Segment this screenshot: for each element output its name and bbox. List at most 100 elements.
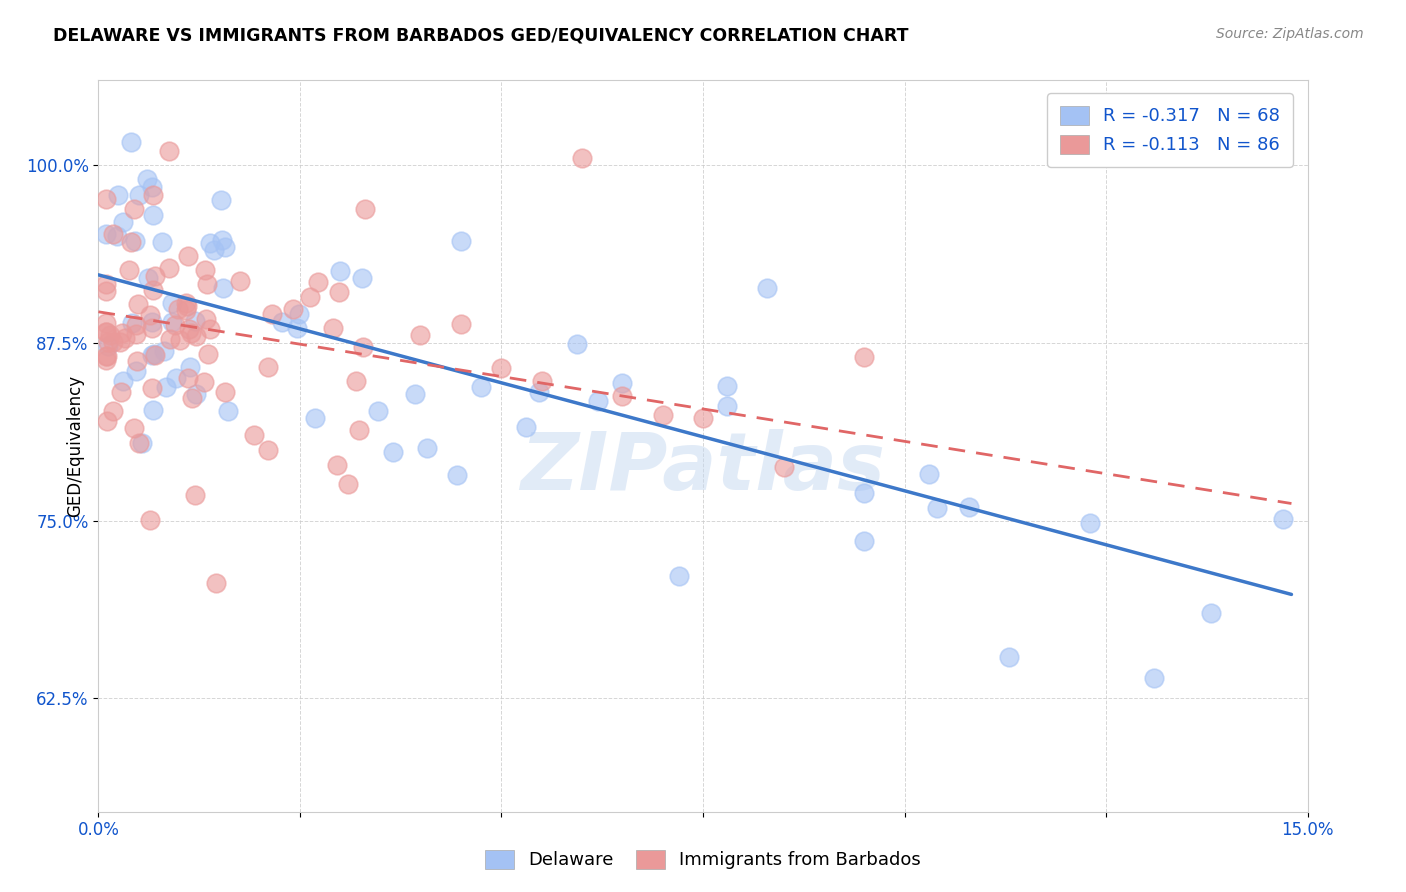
Point — [354, 202, 377, 216]
Point — [112, 215, 135, 229]
Point — [193, 375, 215, 389]
Point — [571, 152, 593, 166]
Point — [110, 384, 132, 399]
Point — [352, 340, 374, 354]
Point — [108, 334, 131, 349]
Point — [205, 576, 228, 591]
Point — [304, 411, 326, 425]
Point — [337, 477, 360, 491]
Point — [141, 381, 163, 395]
Point — [124, 318, 146, 332]
Point — [160, 295, 183, 310]
Point — [169, 333, 191, 347]
Point — [107, 187, 129, 202]
Point — [121, 316, 143, 330]
Text: DELAWARE VS IMMIGRANTS FROM BARBADOS GED/EQUIVALENCY CORRELATION CHART: DELAWARE VS IMMIGRANTS FROM BARBADOS GED… — [53, 27, 908, 45]
Point — [283, 301, 305, 316]
Point — [228, 274, 250, 288]
Point — [177, 371, 200, 385]
Point — [101, 404, 124, 418]
Point — [143, 348, 166, 362]
Point — [165, 371, 187, 385]
Point — [198, 322, 221, 336]
Point — [716, 399, 738, 413]
Point — [127, 297, 149, 311]
Point — [195, 277, 218, 291]
Point — [157, 261, 180, 276]
Text: Source: ZipAtlas.com: Source: ZipAtlas.com — [1216, 27, 1364, 41]
Point — [612, 389, 634, 403]
Point — [180, 392, 202, 406]
Point — [347, 423, 370, 437]
Point — [157, 145, 180, 159]
Point — [141, 315, 163, 329]
Point — [344, 374, 367, 388]
Point — [756, 281, 779, 295]
Point — [184, 488, 207, 502]
Point — [404, 387, 426, 401]
Point — [260, 308, 283, 322]
Point — [96, 349, 118, 363]
Point — [212, 281, 235, 295]
Point — [242, 427, 264, 442]
Point — [470, 379, 492, 393]
Point — [446, 468, 468, 483]
Point — [96, 325, 118, 339]
Point — [299, 289, 322, 303]
Point — [120, 136, 142, 150]
Point — [138, 513, 160, 527]
Point — [180, 326, 202, 340]
Point — [96, 277, 118, 292]
Point — [96, 352, 118, 367]
Point — [1199, 607, 1222, 621]
Point — [853, 534, 876, 549]
Legend: R = -0.317   N = 68, R = -0.113   N = 86: R = -0.317 N = 68, R = -0.113 N = 86 — [1047, 93, 1292, 167]
Point — [256, 359, 278, 374]
Point — [177, 321, 200, 335]
Point — [142, 403, 165, 417]
Point — [105, 229, 128, 244]
Point — [214, 240, 236, 254]
Point — [450, 234, 472, 248]
Point — [382, 444, 405, 458]
Point — [125, 326, 148, 341]
Point — [143, 268, 166, 283]
Point — [177, 249, 200, 263]
Point — [96, 285, 118, 299]
Point — [530, 374, 553, 388]
Point — [128, 188, 150, 202]
Point — [165, 318, 187, 332]
Legend: Delaware, Immigrants from Barbados: Delaware, Immigrants from Barbados — [477, 840, 929, 879]
Point — [285, 321, 308, 335]
Point — [328, 285, 350, 300]
Point — [184, 387, 207, 401]
Point — [367, 404, 389, 418]
Point — [142, 283, 165, 297]
Point — [256, 442, 278, 457]
Point — [612, 376, 634, 390]
Text: ZIPatlas: ZIPatlas — [520, 429, 886, 507]
Point — [184, 313, 207, 327]
Point — [97, 334, 120, 349]
Point — [142, 187, 165, 202]
Point — [651, 408, 673, 422]
Point — [141, 348, 163, 362]
Point — [103, 227, 125, 241]
Point — [101, 335, 124, 350]
Point — [150, 235, 173, 250]
Point — [1078, 516, 1101, 530]
Point — [98, 327, 121, 342]
Point — [97, 339, 120, 353]
Point — [329, 264, 352, 278]
Point — [198, 236, 221, 251]
Point — [692, 411, 714, 425]
Point — [586, 394, 609, 409]
Point — [322, 320, 344, 334]
Point — [209, 194, 232, 208]
Point — [197, 347, 219, 361]
Point — [491, 360, 513, 375]
Point — [120, 235, 142, 250]
Point — [112, 374, 135, 388]
Point — [141, 321, 163, 335]
Point — [450, 317, 472, 331]
